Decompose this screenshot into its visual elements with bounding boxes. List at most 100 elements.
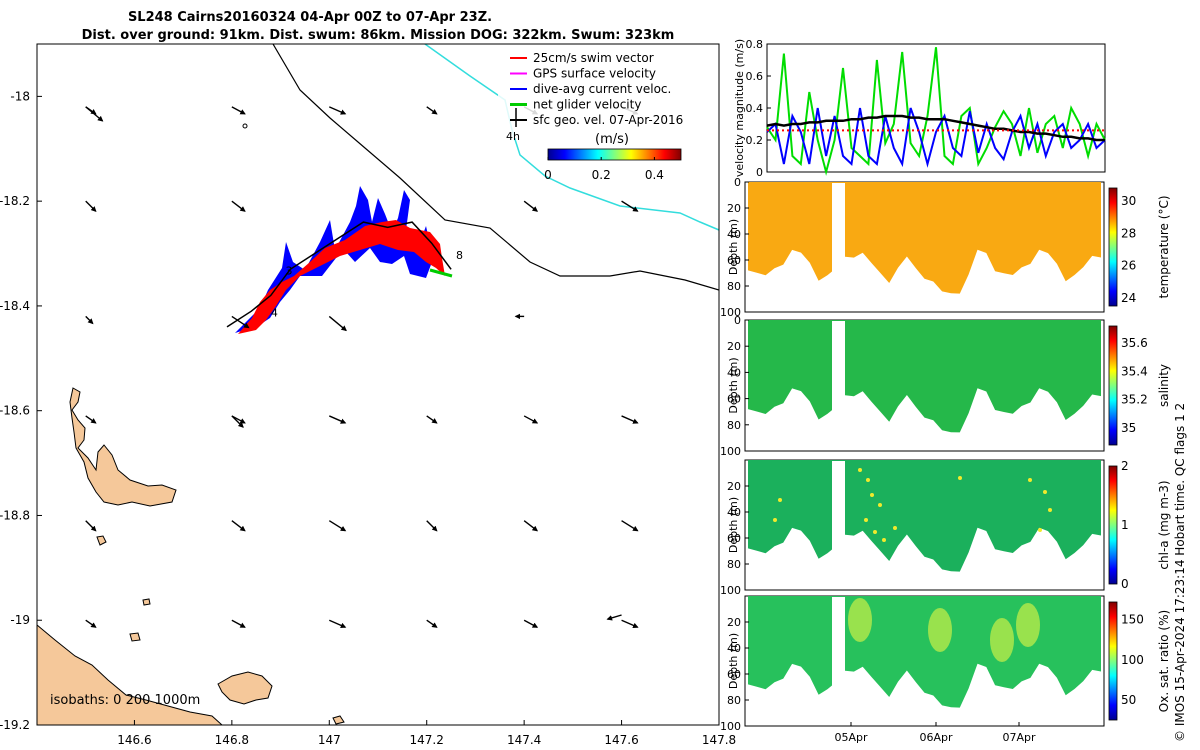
current-arrow [523, 200, 539, 212]
depth-axis-label: Depth (m) [727, 357, 740, 413]
map-legend: 25cm/s swim vector GPS surface velocitydi… [498, 51, 688, 143]
land-coast-south [37, 624, 223, 725]
chl-a-highlight-dot [878, 503, 882, 507]
depth-axis-label: Depth (m) [727, 633, 740, 689]
current-arrow [329, 415, 347, 424]
depth-tick-label: 20 [727, 202, 741, 215]
velocity-series-line [766, 107, 1106, 168]
current-arrow [85, 315, 94, 325]
chl-a-highlight-dot [778, 498, 782, 502]
legend-item-label: 25cm/s swim vector [533, 51, 654, 65]
colorbar-tick-label: 1 [1121, 518, 1129, 532]
title-line-2: Dist. over ground: 91km. Dist. swum: 86k… [82, 28, 675, 43]
current-arrow [231, 200, 246, 212]
salinity-panel: 0 20 40 60 80 100 Depth (m) 35 35.2 35.4 35.6 salin… [720, 314, 1171, 458]
chl-a-highlight-dot [1043, 490, 1047, 494]
depth-tick-label: 80 [727, 694, 741, 707]
legend-item-label: GPS surface velocity [533, 67, 656, 81]
isobath-200m [272, 44, 719, 291]
map-panel: 8 3 4 146.6 146.8 147 147.2 147.4 147.6 147.8 -1… [0, 43, 736, 747]
depth-tick-label: 100 [720, 584, 741, 597]
map-y-tick-label: -18 [10, 89, 30, 103]
colorbar-tick-label: 0 [544, 168, 552, 182]
map-x-tick-label: 147.6 [604, 733, 638, 747]
colorbar-tick-label: 0 [1121, 577, 1129, 591]
current-arrow [426, 106, 438, 115]
glider-track [226, 221, 452, 328]
colorbar-tick-label: 35.2 [1121, 393, 1148, 407]
map-x-tick-label: 147.8 [702, 733, 736, 747]
net-glider-velocity-arrow [429, 268, 453, 278]
footer-credit: © IMOS 15-Apr-2024 17:23:14 Hobart time.… [1173, 403, 1187, 742]
data-gap [832, 321, 845, 450]
colorbar-tick-label: 26 [1121, 259, 1136, 273]
map-x-tick-label: 147 [318, 733, 341, 747]
current-arrow [85, 520, 97, 532]
map-y-tick-label: -18.2 [0, 194, 30, 208]
velocity-y-tick-label: 0 [756, 166, 763, 179]
depth-tick-label: 100 [720, 306, 741, 319]
colorbar-title: chl-a (mg m-3) [1157, 480, 1171, 569]
chl-a-panel: 20 40 60 80 100 Depth (m) 0 1 2 chl-a (mg m-3) [720, 459, 1171, 597]
depth-tick-label: 60 [727, 254, 741, 267]
map-marker-circle [242, 123, 248, 129]
depth-tick-label: 100 [720, 720, 741, 733]
depth-tick-label: 60 [727, 668, 741, 681]
current-arrow [523, 619, 539, 628]
colorbar-tick-label: 100 [1121, 653, 1144, 667]
depth-tick-label: 40 [727, 506, 741, 519]
depth-tick-label: 0 [734, 314, 741, 327]
land-islet-5 [332, 715, 345, 725]
colorbar-tick-label: 0.2 [592, 168, 611, 182]
colorbar-title: temperature (°C) [1157, 196, 1171, 299]
velocity-y-tick-label: 0.4 [746, 102, 764, 115]
current-arrow [85, 619, 97, 628]
depth-tick-label: 20 [727, 480, 741, 493]
depth-colorbar [1108, 325, 1118, 446]
current-arrow [328, 315, 347, 332]
current-arrow [329, 106, 347, 115]
depth-tick-label: 100 [720, 445, 741, 458]
colorbar-tick-label: 150 [1121, 613, 1144, 627]
oxygen-panel: 20 40 60 80 100 Depth (m) 50 100 150 Ox. sat. rat… [720, 595, 1171, 744]
map-y-tick-label: -19.2 [0, 718, 30, 732]
chl-a-highlight-dot [958, 476, 962, 480]
velocity-series-line [766, 47, 1106, 176]
map-y-tick-label: -19 [10, 613, 30, 627]
legend-item-label: sfc geo. vel. 07-Apr-2016 [533, 113, 683, 127]
data-gap [832, 461, 845, 589]
depth-tick-label: 80 [727, 280, 741, 293]
map-frame [36, 43, 720, 726]
land-islet-3 [129, 632, 141, 642]
chl-a-highlight-dot [1048, 508, 1052, 512]
chl-a-highlight-dot [870, 493, 874, 497]
oxygen-highlight [848, 598, 872, 642]
land-island-large [69, 387, 177, 507]
legend-item-label: dive-avg current veloc. [533, 82, 671, 96]
current-arrow [426, 619, 438, 628]
colorbar-title: Ox. sat. ratio (%) [1157, 610, 1171, 712]
current-arrow [718, 106, 719, 108]
date-tick-label: 07Apr [1002, 731, 1036, 744]
isobaths-label: isobaths: 0 200 1000m [50, 693, 200, 708]
colorbar-tick-label: 28 [1121, 226, 1136, 240]
velocity-colorbar: (m/s) [544, 132, 682, 182]
depth-tick-label: 20 [727, 340, 741, 353]
current-arrow [231, 106, 246, 115]
current-arrow [329, 619, 347, 629]
oxygen-highlight [928, 608, 952, 652]
current-arrow [328, 520, 347, 532]
depth-tick-label: 20 [727, 616, 741, 629]
chl-a-highlight-dot [1028, 478, 1032, 482]
current-arrow [426, 520, 438, 532]
data-gap [832, 183, 845, 311]
arrow-scale-label: 4h [506, 130, 520, 143]
glider-swath [235, 186, 445, 334]
depth-colorbar [1108, 465, 1118, 585]
colorbar-tick-label: 35 [1121, 421, 1136, 435]
depth-tick-label: 40 [727, 642, 741, 655]
current-arrow [523, 520, 539, 532]
map-x-tick-label: 146.8 [215, 733, 249, 747]
velocity-series-line [766, 114, 1105, 142]
chl-a-highlight-dot [858, 468, 862, 472]
